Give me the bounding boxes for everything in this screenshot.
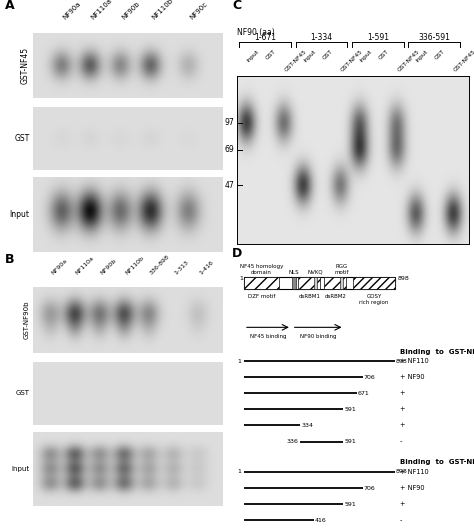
Text: 1-591: 1-591	[367, 33, 389, 42]
Text: NF90a: NF90a	[50, 258, 68, 276]
Text: GOSY
rich region: GOSY rich region	[359, 294, 389, 305]
Text: 47: 47	[224, 181, 234, 190]
Text: dsRBM1: dsRBM1	[299, 294, 320, 299]
Text: NF110a: NF110a	[90, 0, 113, 21]
Text: GST-NF90b: GST-NF90b	[23, 301, 29, 339]
Text: 591: 591	[345, 502, 356, 507]
Text: 898: 898	[396, 470, 408, 474]
Text: GST: GST	[378, 49, 390, 61]
Text: dsRBM2: dsRBM2	[324, 294, 346, 299]
Text: NF90b: NF90b	[120, 1, 141, 21]
Text: input: input	[359, 49, 373, 63]
Text: D: D	[232, 247, 243, 260]
Text: NF110b: NF110b	[124, 255, 145, 276]
Text: NF90 binding: NF90 binding	[300, 334, 337, 339]
Text: + NF110: + NF110	[400, 469, 428, 475]
Text: 706: 706	[364, 375, 375, 379]
Text: 1: 1	[238, 359, 242, 364]
Bar	[244, 277, 395, 289]
Text: NF110b: NF110b	[151, 0, 174, 21]
Text: NF90c: NF90c	[189, 1, 209, 21]
Text: DZF motif: DZF motif	[248, 294, 275, 299]
Bar	[353, 277, 395, 289]
Bar	[244, 277, 279, 289]
Text: B: B	[5, 253, 14, 266]
Text: 336: 336	[286, 439, 298, 444]
Bar	[299, 277, 320, 289]
Text: GST: GST	[265, 49, 277, 61]
Text: Binding  to  GST-NF90: Binding to GST-NF90	[400, 460, 474, 465]
Text: input: input	[246, 49, 261, 63]
Text: Binding  to  GST-NF45: Binding to GST-NF45	[400, 349, 474, 355]
Text: + NF90: + NF90	[400, 374, 424, 380]
Bar	[292, 277, 296, 289]
Text: +: +	[400, 422, 405, 428]
Text: 416: 416	[315, 518, 327, 523]
Text: 898: 898	[396, 359, 408, 364]
Text: -: -	[400, 517, 402, 523]
Bar	[340, 277, 344, 289]
Text: +: +	[400, 501, 405, 507]
Text: NF90 (aa): NF90 (aa)	[237, 28, 275, 37]
Text: 1-671: 1-671	[254, 33, 276, 42]
Text: 336-898: 336-898	[149, 254, 171, 276]
Text: 591: 591	[345, 439, 356, 444]
Text: GST: GST	[15, 391, 29, 396]
Text: NF45 homology
domain: NF45 homology domain	[240, 264, 283, 275]
Text: 898: 898	[397, 276, 409, 280]
Text: Input: Input	[9, 210, 29, 219]
Text: GST-NF45: GST-NF45	[453, 49, 474, 73]
Text: GST: GST	[14, 135, 29, 144]
Bar	[324, 277, 346, 289]
Text: A: A	[5, 0, 14, 12]
Text: 336-591: 336-591	[418, 33, 450, 42]
Text: 671: 671	[358, 391, 370, 396]
Text: 1: 1	[239, 276, 243, 280]
Text: input: input	[415, 49, 429, 63]
Text: 97: 97	[224, 118, 234, 127]
Text: 591: 591	[345, 407, 356, 412]
Text: +: +	[400, 407, 405, 412]
Text: NF90a: NF90a	[62, 1, 82, 21]
Text: GST-NF45: GST-NF45	[397, 49, 420, 73]
Text: NVKQ: NVKQ	[308, 270, 323, 275]
Text: 1-334: 1-334	[310, 33, 333, 42]
Text: 1-313: 1-313	[173, 259, 190, 276]
Text: + NF90: + NF90	[400, 485, 424, 491]
Text: 706: 706	[364, 485, 375, 491]
Bar	[314, 277, 317, 289]
Text: NF110a: NF110a	[75, 255, 95, 276]
Text: GST: GST	[321, 49, 333, 61]
Text: NF90b: NF90b	[100, 258, 118, 276]
Text: NF45 binding: NF45 binding	[250, 334, 286, 339]
Text: GST: GST	[434, 49, 446, 61]
Text: 1-416: 1-416	[198, 259, 214, 276]
Text: -: -	[400, 439, 402, 445]
Text: 69: 69	[224, 145, 234, 154]
Text: C: C	[232, 0, 241, 12]
Text: GST-NF45: GST-NF45	[284, 49, 308, 73]
Text: GST-NF45: GST-NF45	[20, 47, 29, 84]
Text: RGG
motif: RGG motif	[335, 264, 349, 275]
Text: NLS: NLS	[289, 270, 299, 275]
Text: Input: Input	[11, 466, 29, 472]
Text: 334: 334	[301, 423, 313, 428]
Text: input: input	[303, 49, 317, 63]
Text: 1: 1	[238, 470, 242, 474]
Text: GST-NF45: GST-NF45	[340, 49, 364, 73]
Text: + NF110: + NF110	[400, 358, 428, 364]
Text: +: +	[400, 390, 405, 396]
